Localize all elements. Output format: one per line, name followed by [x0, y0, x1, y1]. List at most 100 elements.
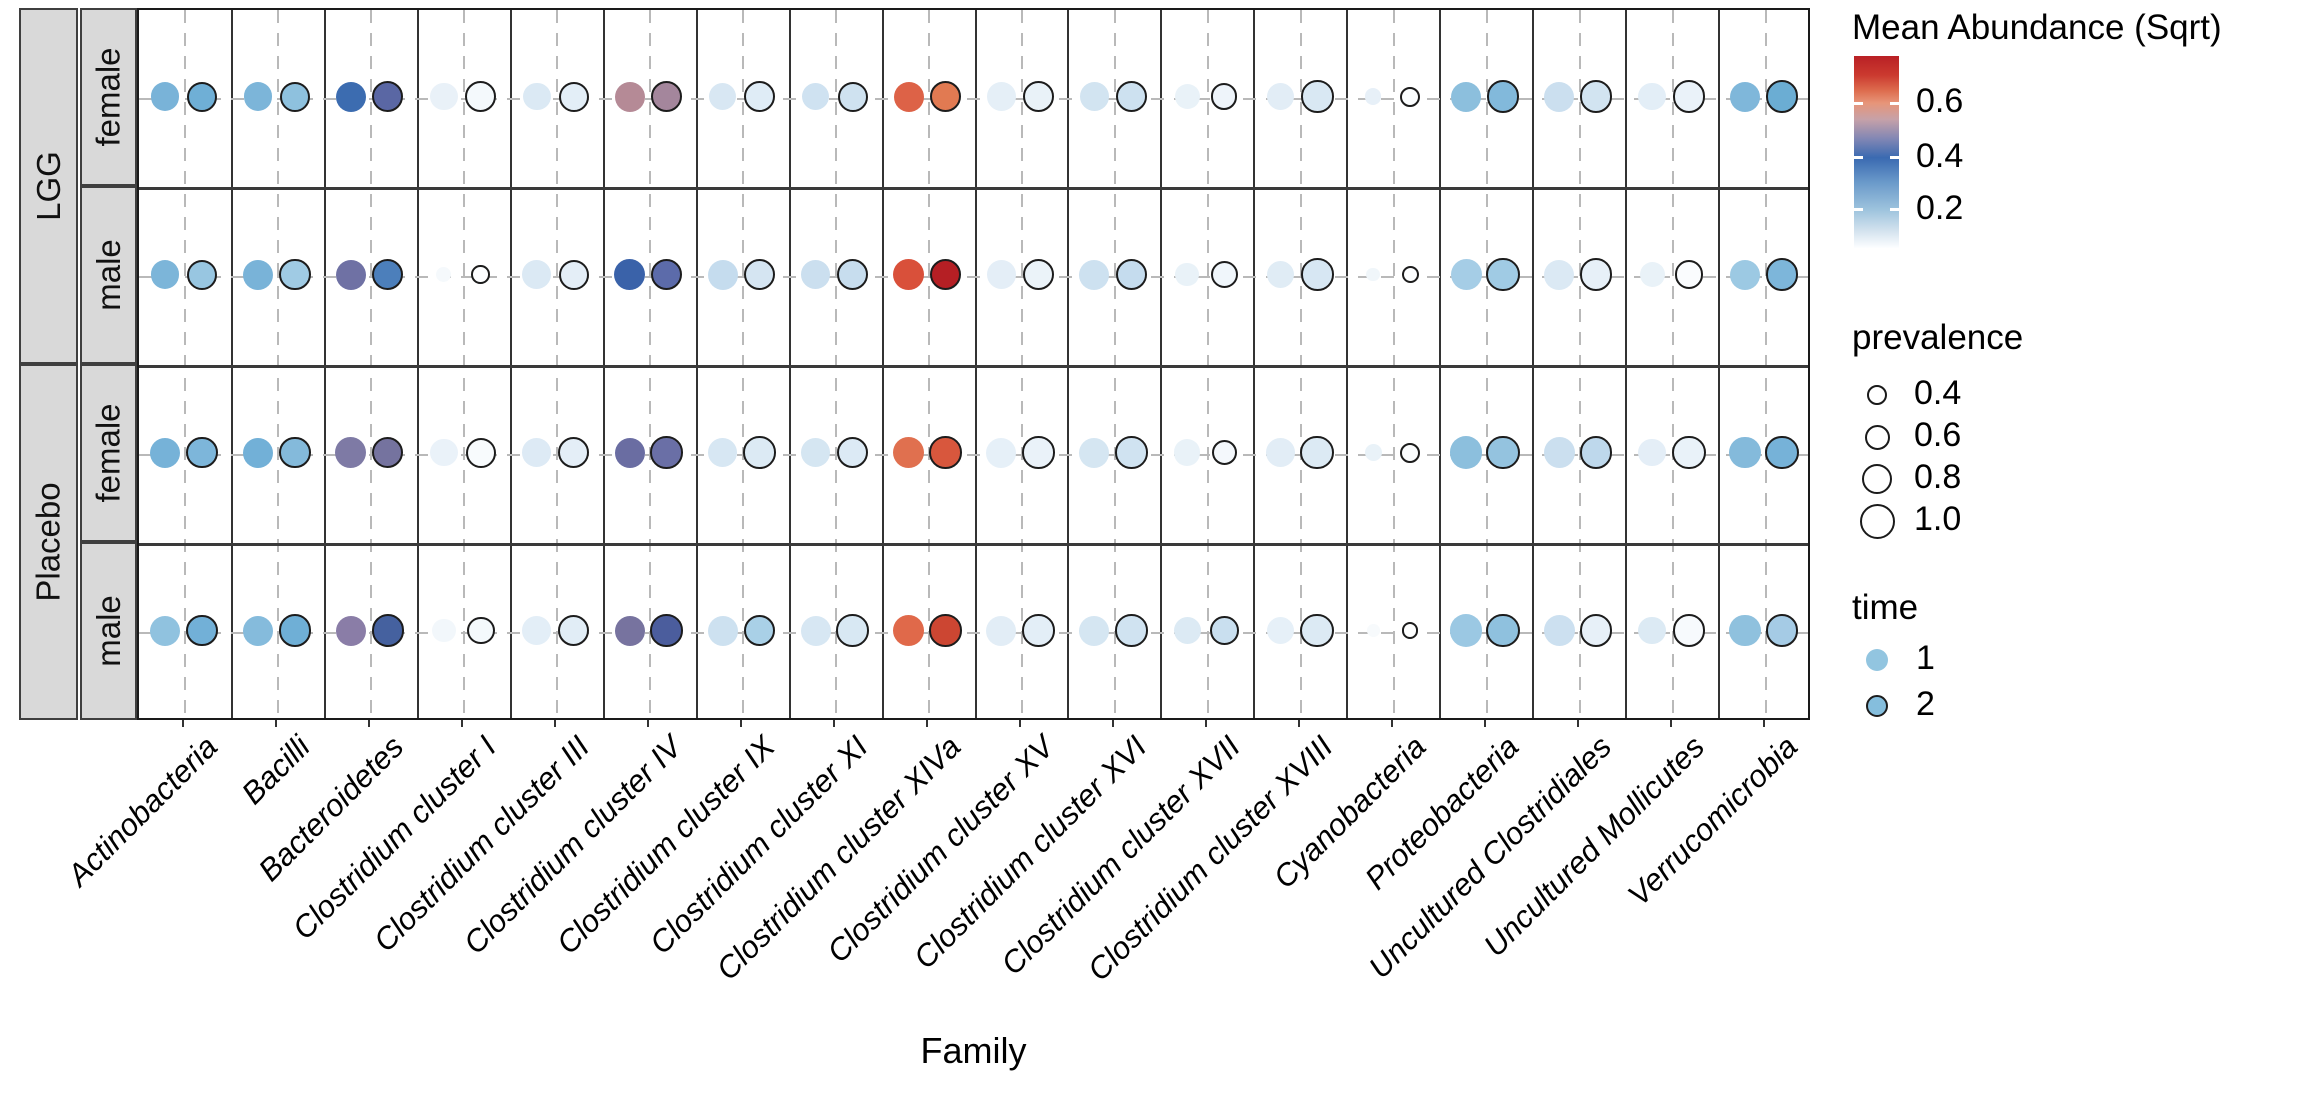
abundance-dot: [1672, 614, 1706, 647]
abundance-dot: [1486, 257, 1521, 292]
abundance-dot: [1209, 616, 1239, 645]
column-separator-line: [881, 10, 884, 718]
abundance-dot: [707, 259, 738, 290]
abundance-dot: [467, 616, 495, 645]
abundance-dot: [242, 437, 273, 468]
abundance-dot: [1450, 258, 1482, 291]
x-axis-tick: [461, 720, 464, 727]
abundance-dot: [558, 259, 589, 290]
x-axis-tick: [1576, 720, 1579, 727]
x-axis-tick: [1297, 720, 1300, 727]
colorbar-tick-mark: [1854, 101, 1863, 105]
abundance-dot: [801, 82, 830, 111]
facet-strip-sex-label: male: [89, 595, 127, 667]
x-axis-tick: [740, 720, 743, 727]
column-center-gridline: [556, 10, 559, 718]
abundance-dot: [1022, 614, 1055, 647]
abundance-dot: [1765, 614, 1799, 647]
prevalence-legend-label: 0.8: [1914, 458, 1962, 496]
facet-strip-sex: female: [80, 8, 137, 186]
abundance-dot: [836, 258, 869, 291]
abundance-dot: [150, 82, 180, 111]
abundance-dot: [372, 258, 404, 291]
abundance-dot: [1266, 82, 1295, 111]
abundance-dot: [1638, 616, 1666, 645]
abundance-dot: [465, 80, 497, 113]
time-legend-label: 1: [1916, 639, 1935, 677]
abundance-dot: [372, 436, 404, 469]
abundance-dot: [522, 438, 552, 467]
facet-separator-line: [139, 364, 1808, 368]
abundance-dot: [1765, 80, 1799, 113]
abundance-dot: [436, 267, 452, 282]
abundance-dot: [471, 265, 491, 284]
facet-strip-group: Placebo: [19, 364, 78, 720]
abundance-dot: [1174, 439, 1201, 466]
abundance-dot: [1486, 613, 1521, 648]
prevalence-legend-circle: [1859, 503, 1895, 539]
abundance-dot: [1211, 440, 1237, 465]
prevalence-legend-label: 0.6: [1914, 416, 1962, 454]
abundance-dot: [1579, 436, 1613, 469]
abundance-dot: [1115, 614, 1148, 647]
colorbar-tick-mark: [1890, 156, 1899, 160]
abundance-colorbar: [1854, 56, 1899, 248]
abundance-dot: [522, 616, 552, 645]
abundance-dot: [892, 614, 925, 647]
abundance-dot: [986, 615, 1017, 646]
abundance-dot: [650, 614, 683, 647]
abundance-dot: [614, 81, 645, 112]
abundance-dot: [1449, 614, 1483, 647]
abundance-dot: [149, 615, 180, 646]
abundance-dot: [987, 260, 1016, 289]
facet-strip-sex-label: female: [89, 403, 127, 503]
abundance-dot: [1672, 435, 1706, 470]
abundance-dot: [1579, 258, 1613, 291]
row-center-gridline: [139, 98, 1808, 100]
abundance-dot: [1674, 260, 1704, 289]
abundance-dot: [1266, 260, 1295, 289]
abundance-dot: [149, 437, 180, 468]
x-axis-tick: [182, 720, 185, 727]
abundance-dot: [929, 436, 962, 469]
abundance-dot: [278, 614, 312, 647]
abundance-dot: [708, 82, 737, 111]
abundance-dot: [837, 81, 868, 112]
abundance-dot: [279, 81, 310, 112]
prevalence-legend-title: prevalence: [1852, 318, 2024, 357]
abundance-dot: [1366, 267, 1381, 282]
abundance-dot: [1022, 258, 1055, 291]
abundance-dot: [707, 615, 738, 646]
abundance-dot: [1367, 624, 1380, 637]
abundance-dot: [1300, 435, 1335, 470]
column-center-gridline: [1764, 10, 1767, 718]
column-center-gridline: [742, 10, 745, 718]
colorbar-tick-label: 0.4: [1916, 136, 1964, 175]
column-center-gridline: [277, 10, 280, 718]
abundance-dot: [372, 80, 404, 113]
column-separator-line: [416, 10, 419, 718]
abundance-dot: [1265, 438, 1295, 467]
facet-separator-line: [139, 542, 1808, 546]
abundance-dot: [800, 615, 831, 646]
column-center-gridline: [1485, 10, 1488, 718]
abundance-dot: [558, 81, 589, 112]
abundance-dot: [242, 615, 273, 646]
abundance-dot: [744, 258, 776, 291]
time-legend-dot: [1866, 695, 1888, 717]
abundance-dot: [836, 614, 869, 647]
abundance-dot: [614, 258, 646, 291]
abundance-dot: [558, 436, 590, 469]
abundance-dot: [892, 436, 925, 469]
abundance-dot: [335, 259, 366, 290]
column-center-gridline: [1392, 10, 1395, 718]
abundance-dot: [465, 437, 496, 468]
x-axis-tick: [1390, 720, 1393, 727]
column-center-gridline: [928, 10, 931, 718]
abundance-dot: [1210, 260, 1239, 289]
abundance-dot: [743, 436, 776, 469]
abundance-dot: [1365, 88, 1382, 105]
abundance-dot: [1544, 259, 1575, 290]
prevalence-legend-circle: [1862, 464, 1892, 494]
abundance-dot: [243, 82, 273, 111]
